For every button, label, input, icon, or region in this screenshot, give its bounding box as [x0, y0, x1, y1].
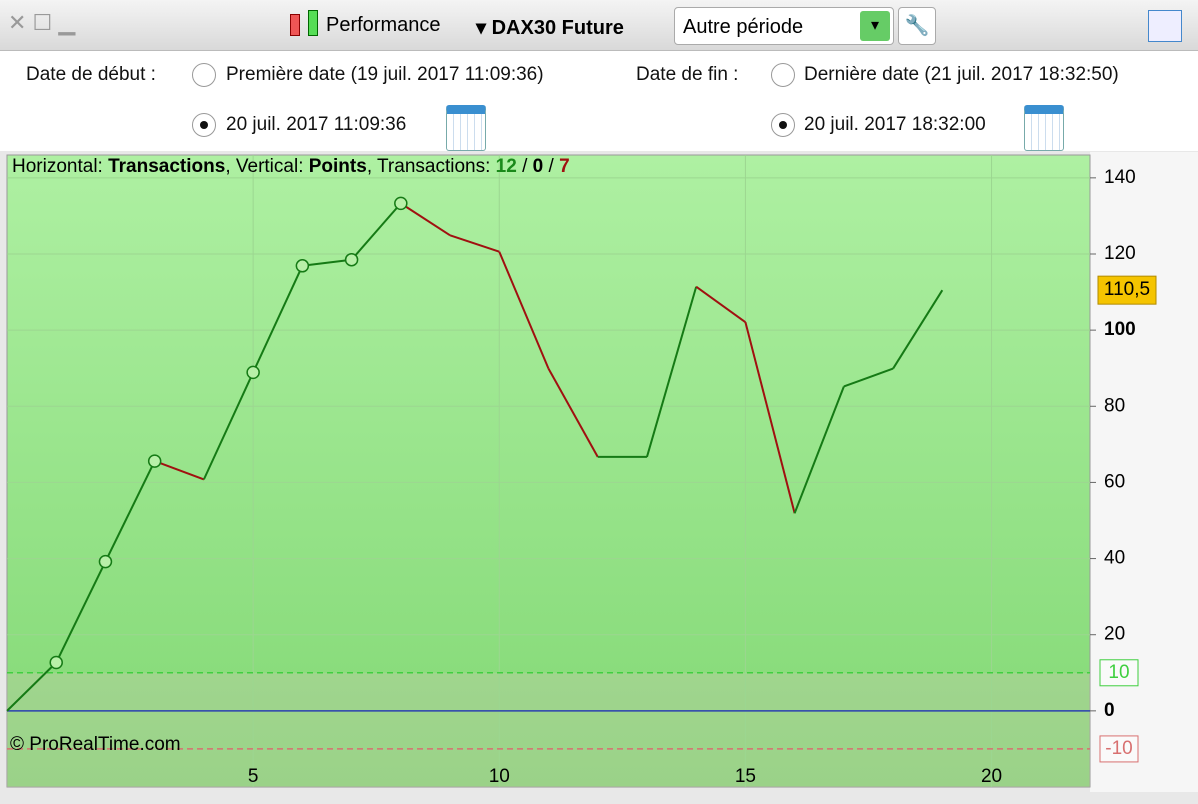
x-tick-label: 20	[981, 766, 1002, 787]
caption: Horizontal: Transactions, Vertical: Poin…	[12, 156, 570, 177]
y-tick-label: 100	[1104, 319, 1136, 340]
x-axis-name: Transactions	[108, 156, 225, 177]
line-segment	[104, 460, 156, 563]
toolbar: ✕ ☐ ▁ Performance ▾ DAX30 Future Autre p…	[0, 0, 1198, 51]
last-value-tag	[1097, 275, 1157, 305]
y-tick-label: 20	[1104, 624, 1125, 645]
line-segment	[252, 265, 304, 373]
neutral-zone	[7, 672, 1090, 787]
high-marker	[49, 655, 63, 670]
y-tick-label: 140	[1104, 167, 1136, 188]
separator: /	[517, 156, 533, 177]
high-marker	[246, 365, 260, 380]
y-tick-label: 60	[1104, 471, 1125, 492]
loss-count: 7	[559, 156, 570, 177]
calendar-button[interactable]	[446, 105, 486, 151]
date-panel: Date de début : Première date (19 juil. …	[0, 51, 1198, 151]
start-option: Première date (19 juil. 2017 11:09:36)	[226, 64, 544, 85]
caption-text: , Vertical:	[225, 156, 308, 177]
reference-tag	[1099, 735, 1139, 763]
end-option: Dernière date (21 juil. 2017 18:32:50)	[804, 64, 1119, 85]
y-tick-label: 40	[1104, 548, 1125, 569]
dropdown-arrow: ▾	[860, 11, 890, 41]
high-marker	[98, 554, 113, 569]
radio[interactable]	[192, 63, 216, 87]
y-axis-name: Points	[309, 156, 367, 177]
line-segment	[498, 251, 550, 369]
y-tick-label: 0	[1104, 700, 1115, 721]
line-segment	[695, 285, 746, 323]
neutral-count: 0	[533, 156, 544, 177]
high-marker	[147, 454, 162, 468]
line-segment	[400, 202, 451, 237]
settings-button[interactable]: 🔧	[898, 7, 936, 45]
instrument-name: DAX30 Future	[491, 17, 624, 39]
line-segment	[6, 661, 57, 712]
line-segment	[744, 321, 796, 514]
copyright: © ProRealTime.com	[10, 734, 181, 755]
reference-label: 10	[1108, 662, 1129, 683]
win-count: 12	[496, 156, 517, 177]
x-tick-label: 10	[489, 766, 510, 787]
separator: /	[543, 156, 559, 177]
line-segment	[55, 561, 107, 663]
reference-label: -10	[1105, 738, 1132, 759]
line-segment	[843, 367, 894, 388]
last-value-label: 110,5	[1104, 279, 1150, 300]
plot	[6, 155, 1090, 787]
line-segment	[154, 460, 205, 481]
caption-text: , Transactions:	[367, 156, 496, 177]
period-value: Autre période	[683, 16, 804, 38]
end-option: 20 juil. 2017 18:32:00	[804, 114, 986, 135]
export-button[interactable]	[1148, 10, 1182, 42]
line-segment	[892, 289, 944, 370]
y-tick-label: 120	[1104, 243, 1136, 264]
line-segment	[547, 368, 599, 458]
candle-icon	[308, 10, 318, 36]
high-marker	[394, 196, 408, 211]
reference-tag	[1099, 659, 1139, 687]
chart: Horizontal: Transactions, Vertical: Poin…	[6, 152, 1198, 792]
high-marker	[295, 259, 310, 273]
instrument[interactable]: ▾ DAX30 Future	[476, 17, 624, 39]
start-option: 20 juil. 2017 11:09:36	[226, 114, 407, 135]
end-label: Date de fin :	[636, 64, 739, 85]
radio[interactable]	[771, 63, 795, 87]
plot-area	[6, 154, 1091, 788]
line-segment	[449, 234, 500, 253]
line-segment	[645, 286, 698, 458]
caption-text: Horizontal:	[12, 156, 108, 177]
radio[interactable]	[192, 113, 216, 137]
start-label: Date de début :	[26, 64, 156, 85]
line-segment	[203, 371, 255, 480]
calendar-button[interactable]	[1024, 105, 1064, 151]
candle-icon	[290, 14, 300, 36]
line-segment	[350, 202, 402, 261]
high-marker	[344, 252, 359, 267]
radio[interactable]	[771, 113, 795, 137]
line-segment	[302, 258, 352, 267]
indicator-name[interactable]: Performance	[326, 14, 441, 36]
x-tick-label: 5	[248, 766, 259, 787]
period-select[interactable]: Autre période ▾	[674, 7, 894, 45]
window-controls[interactable]: ✕ ☐ ▁	[8, 10, 76, 35]
x-tick-label: 15	[735, 766, 756, 787]
y-tick-label: 80	[1104, 395, 1125, 416]
line-segment	[793, 386, 845, 514]
